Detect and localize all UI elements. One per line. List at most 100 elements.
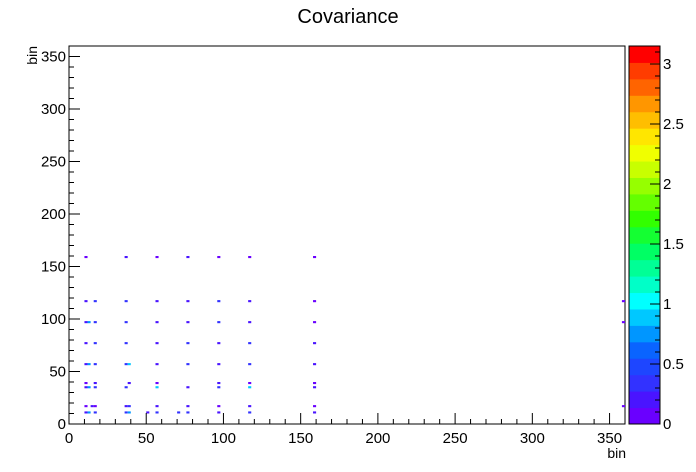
color-bar-segment: [629, 308, 660, 326]
heatmap-cell: [155, 382, 159, 385]
heatmap-cell: [217, 386, 221, 389]
heatmap-cell: [155, 411, 159, 414]
heatmap-cell: [186, 342, 190, 345]
heatmap-cell: [313, 363, 317, 366]
heatmap-cell: [313, 300, 317, 303]
heatmap-cell: [93, 321, 97, 324]
y-tick-label: 0: [58, 416, 66, 433]
color-bar-segment: [629, 177, 660, 195]
color-bar-segment: [629, 46, 660, 63]
color-bar-segment: [629, 374, 660, 392]
heatmap-cell: [217, 363, 221, 366]
heatmap-cell: [186, 411, 190, 414]
heatmap-cell: [217, 342, 221, 345]
color-bar-segment: [629, 292, 660, 310]
heatmap-cells: [84, 256, 625, 414]
color-bar-segment: [629, 391, 660, 409]
color-bar-segment: [629, 276, 660, 294]
color-bar-segment: [629, 62, 660, 80]
heatmap-cell: [124, 321, 128, 324]
heatmap-cell: [313, 386, 317, 389]
heatmap-cell: [248, 342, 252, 345]
heatmap-cell: [84, 363, 88, 366]
heatmap-cell: [87, 363, 91, 366]
heatmap-cell: [217, 321, 221, 324]
heatmap-cell: [90, 405, 94, 408]
heatmap-cell: [621, 300, 625, 303]
heatmap-cell: [84, 300, 88, 303]
heatmap-cell: [313, 256, 317, 259]
heatmap-cell: [186, 405, 190, 408]
color-bar-segment: [629, 407, 660, 425]
heatmap-cell: [186, 386, 190, 389]
y-tick-label: 250: [41, 154, 66, 171]
y-tick-label: 100: [41, 311, 66, 328]
heatmap-cell: [124, 405, 128, 408]
heatmap-cell: [146, 411, 150, 414]
heatmap-cell: [127, 382, 131, 385]
heatmap-cell: [313, 342, 317, 345]
chart-title: Covariance: [297, 6, 398, 28]
x-axis: 0 50 100 150 200 250 300 350: [65, 413, 626, 447]
x-tick-label: 0: [65, 430, 73, 447]
color-bar-segment: [629, 358, 660, 376]
heatmap-cell: [84, 321, 88, 324]
color-bar-segment: [629, 128, 660, 146]
color-bar-segment: [629, 95, 660, 113]
heatmap-cell: [313, 405, 317, 408]
y-tick-label: 200: [41, 206, 66, 223]
heatmap-cell: [217, 405, 221, 408]
heatmap-cell: [127, 411, 131, 414]
y-tick-label: 150: [41, 259, 66, 276]
x-tick-label: 50: [138, 430, 155, 447]
heatmap-cell: [155, 300, 159, 303]
heatmap-cell: [124, 363, 128, 366]
y-axis-title: bin: [24, 46, 40, 65]
color-bar-segment: [629, 144, 660, 162]
heatmap-cell: [186, 363, 190, 366]
heatmap-cell: [155, 386, 159, 389]
heatmap-cell: [313, 321, 317, 324]
color-bar-segment: [629, 325, 660, 343]
heatmap-cell: [177, 411, 181, 414]
color-bar-segment: [629, 226, 660, 244]
heatmap-cell: [186, 321, 190, 324]
y-axis: 0 50 100 150 200 250 300 350: [41, 45, 80, 433]
heatmap-cell: [217, 256, 221, 259]
x-tick-label: 150: [288, 430, 313, 447]
heatmap-cell: [313, 382, 317, 385]
heatmap-cell: [248, 411, 252, 414]
heatmap-cell: [248, 363, 252, 366]
z-tick-label: 1.5: [663, 236, 684, 253]
heatmap-cell: [217, 382, 221, 385]
color-bar-segment: [629, 111, 660, 129]
heatmap-cell: [155, 405, 159, 408]
heatmap-cell: [93, 300, 97, 303]
z-tick-label: 0: [663, 416, 671, 433]
heatmap-cell: [84, 386, 88, 389]
heatmap-cell: [155, 321, 159, 324]
x-axis-title: bin: [607, 445, 626, 461]
heatmap-cell: [93, 411, 97, 414]
y-tick-label: 350: [41, 49, 66, 66]
heatmap-cell: [124, 256, 128, 259]
heatmap-cell: [248, 256, 252, 259]
color-bar-segment: [629, 210, 660, 228]
color-bar-segment: [629, 341, 660, 359]
heatmap-cell: [84, 405, 88, 408]
color-bar-segment: [629, 243, 660, 261]
y-tick-label: 300: [41, 101, 66, 118]
heatmap-cell: [124, 386, 128, 389]
heatmap-cell: [248, 386, 252, 389]
x-tick-label: 250: [443, 430, 468, 447]
x-tick-label: 300: [520, 430, 545, 447]
x-tick-label: 100: [211, 430, 236, 447]
heatmap-cell: [155, 342, 159, 345]
heatmap-cell: [186, 300, 190, 303]
y-tick-label: 50: [49, 364, 66, 381]
heatmap-cell: [313, 411, 317, 414]
x-tick-label: 350: [597, 430, 622, 447]
heatmap-cell: [127, 363, 131, 366]
heatmap-cell: [127, 405, 131, 408]
heatmap-cell: [87, 321, 91, 324]
